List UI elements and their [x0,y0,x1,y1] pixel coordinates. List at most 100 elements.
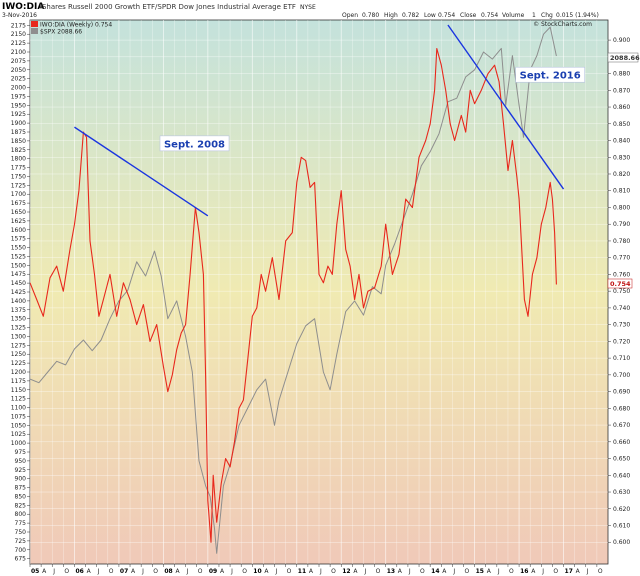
x-month-label: J [319,568,322,575]
ratio-series-line [30,47,557,543]
right-tick-label: 0.810 [613,188,630,195]
left-tick-label: 1250 [11,351,26,358]
left-tick-label: 850 [15,493,27,500]
x-axis: 05 A J O 06 A J O 07 A J O 08 A J O 09 A J O 10 A J O 11 A J O 12 A J O… [29,564,603,575]
legend-swatch-secondary [31,28,38,34]
trendline-1 [74,126,209,217]
right-tick-label: 0.760 [613,271,630,278]
left-tick-label: 700 [15,547,27,554]
volume-value: 1 [532,12,536,19]
x-month-label: O [509,568,514,575]
left-tick-label: 1550 [11,245,26,252]
right-tick-label: 0.870 [613,87,630,94]
x-month-label: J [452,568,455,575]
x-month-label: A [87,568,92,575]
annotation-box [159,135,230,152]
left-tick-label: 975 [15,449,27,456]
right-tick-label: 0.800 [613,204,630,211]
left-tick-label: 1350 [11,316,26,323]
x-month-label: O [331,568,336,575]
left-tick-label: 1050 [11,422,26,429]
right-tick-label: 0.840 [613,138,630,145]
x-year-label: 16 [520,568,528,575]
x-month-label: O [287,568,292,575]
close-label: Close [460,12,477,19]
annotation-layer: Sept. 2008 Sept. 2016 [159,66,586,152]
left-tick-label: 1100 [11,405,26,412]
high-label: High [384,12,398,19]
x-year-label: 05 [31,568,39,575]
left-tick-label: 1650 [11,209,26,216]
left-tick-label: 1475 [11,271,26,278]
low-value: 0.754 [438,12,455,19]
x-month-label: O [64,568,69,575]
legend-swatch-primary [31,21,38,27]
left-tick-label: 1800 [11,156,26,163]
chart-date: 3-Nov-2016 [2,12,37,19]
left-tick-label: 875 [15,485,27,492]
last-value-spx: 2088.66 [610,54,640,62]
left-tick-label: 1400 [11,298,26,305]
left-tick-label: 1500 [11,262,26,269]
x-month-label: A [176,568,181,575]
right-tick-label: 0.860 [613,104,630,111]
legend-primary: IWO:DIA (Weekly) 0.754 [40,22,112,29]
chart-exchange: NYSE [300,4,316,11]
x-year-label: 07 [120,568,128,575]
left-tick-label: 2125 [11,40,26,47]
left-tick-label: 1225 [11,360,26,367]
x-month-label: J [141,568,144,575]
x-month-label: A [487,568,492,575]
chart-symbol: IWO:DIA [2,2,44,12]
x-month-label: A [353,568,358,575]
left-tick-label: 1525 [11,253,26,260]
right-tick-label: 0.820 [613,171,630,178]
series-layer [30,26,557,554]
x-year-label: 17 [565,568,573,575]
left-tick-label: 1425 [11,289,26,296]
left-tick-label: 1675 [11,200,26,207]
right-tick-label: 0.700 [613,372,630,379]
right-tick-label: 0.790 [613,221,630,228]
left-tick-label: 2025 [11,76,26,83]
annotation-label: Sept. 2008 [164,139,225,150]
x-month-label: J [586,568,589,575]
x-year-label: 13 [387,568,395,575]
left-tick-label: 1700 [11,191,26,198]
left-tick-label: 2175 [11,22,26,29]
left-tick-label: 1450 [11,280,26,287]
x-month-label: O [598,568,603,575]
last-value-ratio: 0.754 [610,280,631,288]
chg-value: 0.015 (1.94%) [556,12,599,19]
right-tick-label: 0.630 [613,489,630,496]
left-tick-label: 675 [15,556,27,563]
left-tick-label: 2050 [11,67,26,74]
right-tick-label: 0.740 [613,305,630,312]
left-tick-label: 1750 [11,173,26,180]
right-tick-label: 0.780 [613,238,630,245]
right-tick-label: 0.690 [613,389,630,396]
watermark: © StockCharts.com [533,21,592,28]
left-tick-label: 1875 [11,129,26,136]
last-value-ratio-box: 0.754 [607,278,633,289]
x-month-label: O [465,568,470,575]
x-year-label: 11 [298,568,306,575]
right-tick-label: 0.730 [613,322,630,329]
x-month-label: A [220,568,225,575]
left-tick-label: 1175 [11,378,26,385]
x-year-label: 09 [209,568,217,575]
left-tick-label: 1975 [11,93,26,100]
right-tick-label: 0.650 [613,456,630,463]
left-tick-label: 750 [15,529,27,536]
right-axis: 0.600 0.610 0.620 0.630 0.640 0.650 0.660 0.670… [608,37,630,546]
left-tick-label: 2075 [11,58,26,65]
x-month-label: O [198,568,203,575]
left-tick-label: 1575 [11,236,26,243]
left-tick-label: 1300 [11,333,26,340]
right-tick-label: 0.670 [613,422,630,429]
left-tick-label: 1925 [11,111,26,118]
x-month-label: A [42,568,47,575]
open-value: 0.780 [362,12,379,19]
